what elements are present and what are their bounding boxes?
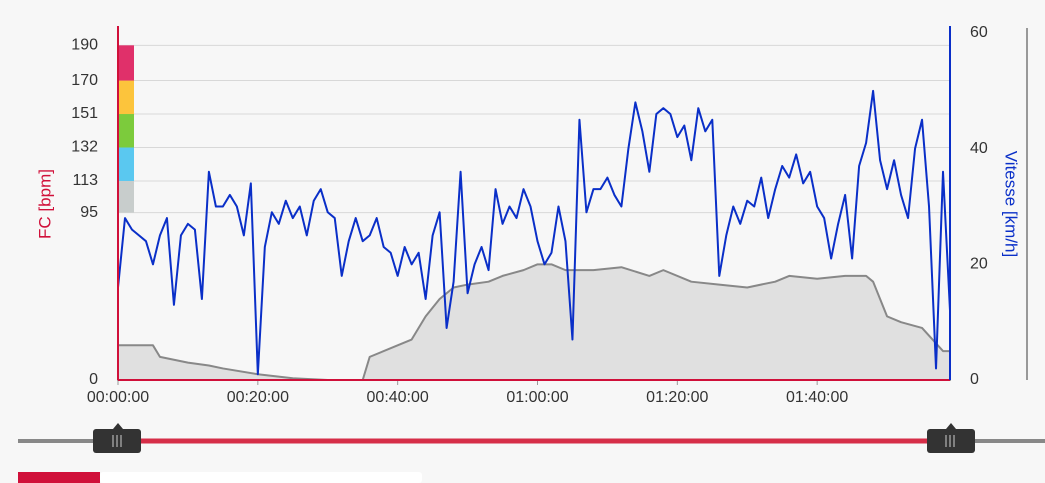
y-tick-label: 170	[71, 72, 98, 89]
tab-bar[interactable]	[100, 472, 422, 483]
x-tick-label: 00:20:00	[227, 389, 289, 406]
line	[117, 89, 951, 376]
range-handle-right[interactable]	[927, 423, 975, 453]
hr-zone	[119, 180, 134, 213]
y-tick-label: 151	[71, 105, 98, 122]
x-tick-label: 00:00:00	[87, 389, 149, 406]
y-axis-label: FC [bpm]	[35, 169, 54, 239]
y2-tick-label: 40	[970, 140, 988, 157]
x-tick-label: 00:40:00	[367, 389, 429, 406]
range-handle-left[interactable]	[93, 423, 141, 453]
y-tick-label: 190	[71, 37, 98, 54]
hr-zone	[119, 45, 134, 81]
x-tick-label: 01:20:00	[646, 389, 708, 406]
y2-axis-label: Vitesse [km/h]	[1002, 151, 1021, 257]
hr-zone	[119, 80, 134, 115]
x-tick-label: 01:00:00	[506, 389, 568, 406]
y-tick-label: 113	[72, 172, 98, 189]
tab-active[interactable]	[18, 472, 100, 483]
y-tick-label: 0	[89, 371, 98, 388]
x-tick-label: 01:40:00	[786, 389, 848, 406]
y-tick-label: 132	[71, 139, 98, 156]
y2-tick-label: 60	[970, 24, 988, 41]
y2-tick-label: 0	[970, 371, 979, 388]
hr-zone	[119, 147, 134, 181]
y2-tick-label: 20	[970, 256, 988, 273]
hr-zone	[119, 114, 134, 148]
y-tick-label: 95	[80, 204, 98, 221]
